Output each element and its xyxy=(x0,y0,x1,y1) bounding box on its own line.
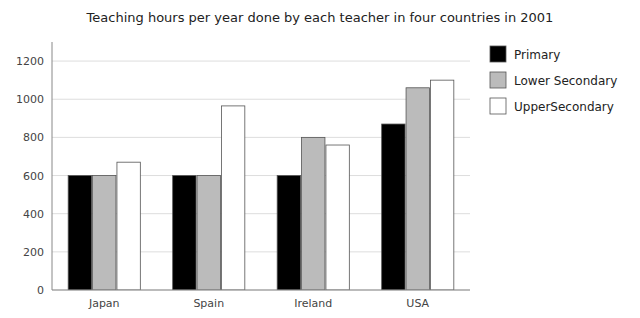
bar xyxy=(117,162,140,290)
bar xyxy=(326,145,349,290)
title: Teaching hours per year done by each tea… xyxy=(86,10,554,25)
x-axis-line xyxy=(52,290,470,291)
bar xyxy=(302,137,325,290)
x-tick-label: USA xyxy=(406,297,429,310)
y-tick-label: 400 xyxy=(23,208,44,221)
y-tick-label: 0 xyxy=(37,284,44,297)
chart: Teaching hours per year done by each tea… xyxy=(0,0,640,318)
y-tick-label: 1000 xyxy=(16,93,44,106)
y-tick-label: 200 xyxy=(23,246,44,259)
grid-line xyxy=(52,290,470,291)
legend-swatch xyxy=(490,46,506,62)
bar xyxy=(277,176,300,290)
legend-swatch xyxy=(490,72,506,88)
bar xyxy=(430,80,453,290)
bar xyxy=(93,176,116,290)
bars xyxy=(68,80,454,290)
x-tick-label: Japan xyxy=(88,297,120,310)
bar xyxy=(197,176,220,290)
x-tick-label: Spain xyxy=(193,297,224,310)
legend-label: Primary xyxy=(514,48,560,62)
bar xyxy=(173,176,196,290)
legend-label: Lower Secondary xyxy=(514,74,617,88)
bar xyxy=(68,176,91,290)
y-tick-label: 600 xyxy=(23,170,44,183)
bar xyxy=(382,124,405,290)
bar xyxy=(221,106,244,290)
legend-swatch xyxy=(490,98,506,114)
chart-container: Teaching hours per year done by each tea… xyxy=(0,0,640,318)
legend: Primary Lower Secondary UpperSecondary xyxy=(490,46,617,114)
x-tick-label: Ireland xyxy=(294,297,332,310)
legend-label: UpperSecondary xyxy=(514,100,614,114)
y-tick-label: 800 xyxy=(23,131,44,144)
y-tick-label: 1200 xyxy=(16,55,44,68)
grid xyxy=(52,61,470,290)
bar xyxy=(406,88,429,290)
y-axis-line xyxy=(52,42,53,290)
grid-line xyxy=(52,61,470,62)
